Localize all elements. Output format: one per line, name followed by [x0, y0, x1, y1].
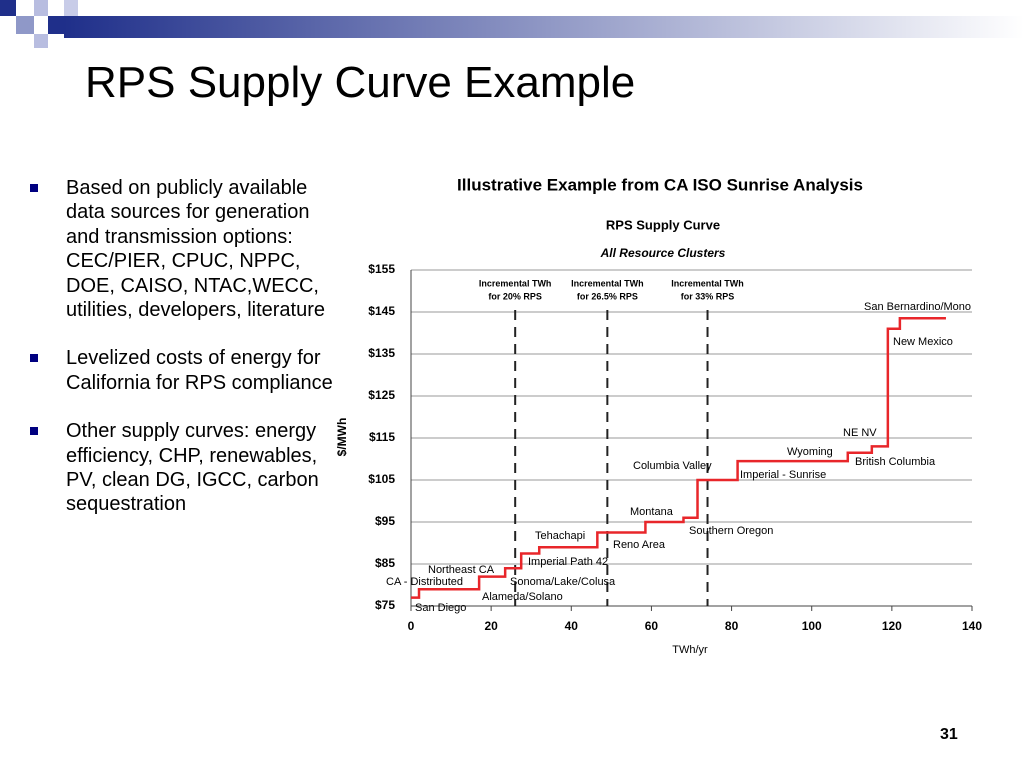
reference-label: for 26.5% RPS: [577, 291, 638, 301]
annotation: Wyoming: [787, 446, 833, 458]
bullet: Based on publicly available data sources…: [30, 176, 335, 322]
decoration: [0, 0, 1024, 48]
y-tick-label: $95: [375, 514, 395, 528]
x-tick-label: 80: [725, 619, 739, 633]
x-tick-label: 60: [645, 619, 659, 633]
annotation: Alameda/Solano: [482, 591, 563, 603]
reference-label: Incremental TWh: [571, 278, 644, 288]
y-tick-label: $145: [368, 304, 395, 318]
annotation: NE NV: [843, 427, 877, 439]
annotation: San Bernardino/Mono: [864, 301, 971, 313]
annotation: Reno Area: [613, 539, 666, 551]
x-axis-label: TWh/yr: [672, 644, 708, 656]
supply-curve: [411, 317, 946, 599]
y-tick-label: $75: [375, 598, 395, 612]
y-tick-label: $85: [375, 556, 395, 570]
annotation: Imperial - Sunrise: [740, 469, 826, 481]
y-tick-label: $135: [368, 346, 395, 360]
y-tick-label: $155: [368, 262, 395, 276]
page-number: 31: [940, 726, 958, 743]
chart-caption: Illustrative Example from CA ISO Sunrise…: [457, 175, 863, 194]
x-tick-label: 100: [802, 619, 822, 633]
annotation: British Columbia: [855, 456, 936, 468]
bullet: Levelized costs of energy for California…: [30, 346, 335, 395]
x-tick-label: 0: [408, 619, 415, 633]
y-axis-label: $/MWh: [335, 418, 349, 457]
y-tick-label: $125: [368, 388, 395, 402]
annotation: Imperial Path 42: [528, 556, 608, 568]
annotation: CA - Distributed: [386, 576, 463, 588]
annotation: Northeast CA: [428, 564, 495, 576]
x-tick-label: 120: [882, 619, 902, 633]
y-tick-label: $115: [369, 430, 395, 444]
annotation: Columbia Valley: [633, 460, 712, 472]
x-tick-label: 140: [962, 619, 982, 633]
reference-label: Incremental TWh: [479, 278, 552, 288]
chart-subtitle: All Resource Clusters: [600, 246, 726, 260]
annotation: New Mexico: [893, 336, 953, 348]
bullet: Other supply curves: energy efficiency, …: [30, 419, 335, 517]
slide-title: RPS Supply Curve Example: [85, 58, 636, 107]
reference-label: for 20% RPS: [488, 291, 542, 301]
x-tick-label: 40: [565, 619, 579, 633]
annotation: Sonoma/Lake/Colusa: [510, 576, 616, 588]
chart-title: RPS Supply Curve: [606, 217, 720, 232]
bullet-list: Based on publicly available data sources…: [30, 176, 335, 541]
annotation: Southern Oregon: [689, 525, 773, 537]
reference-label: Incremental TWh: [671, 278, 744, 288]
annotation: Tehachapi: [535, 530, 585, 542]
y-tick-label: $105: [368, 472, 395, 486]
reference-label: for 33% RPS: [681, 291, 735, 301]
x-tick-label: 20: [484, 619, 498, 633]
annotation: Montana: [630, 506, 674, 518]
chart: Illustrative Example from CA ISO Sunrise…: [335, 175, 982, 656]
annotation: San Diego: [415, 602, 466, 614]
